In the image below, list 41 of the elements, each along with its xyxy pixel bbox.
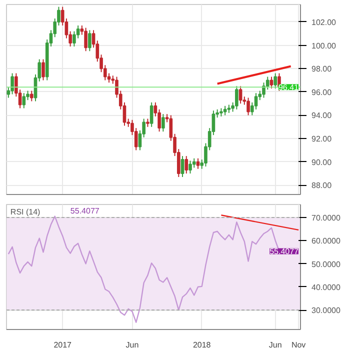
chart-title: RSI (14): [10, 208, 41, 216]
annotation: 55.4077: [270, 247, 300, 256]
y-tick-label: 40.0000: [312, 282, 341, 292]
candlestick: [223, 105, 227, 116]
y-tick-label: 92.00: [312, 134, 332, 144]
x-tick-label: Nov: [291, 340, 306, 350]
y-tick-label: 100.00: [312, 41, 337, 50]
y-tick-label: 90.00: [312, 158, 332, 167]
y-tick-label: 102.00: [312, 18, 337, 27]
chart-subtitle: 55.4077: [70, 206, 100, 216]
y-tick-label: 88.00: [312, 181, 332, 190]
candlestick: [42, 58, 45, 81]
candlestick: [274, 72, 278, 89]
y-tick-label: 96.00: [312, 88, 332, 97]
x-tick-label: Jun: [126, 340, 139, 350]
candlestick: [238, 86, 242, 104]
candlestick: [184, 156, 188, 174]
x-tick-label: 2018: [192, 340, 212, 350]
x-tick-label: Jun: [268, 340, 282, 350]
y-tick-label: 94.00: [312, 111, 332, 120]
candlestick: [180, 156, 184, 178]
x-tick-label: 2017: [54, 340, 72, 350]
candlestick: [150, 102, 154, 128]
y-tick-label: 98.00: [312, 64, 332, 74]
candlestick: [246, 97, 250, 116]
y-tick-label: 70.0000: [312, 213, 341, 222]
candlestick: [30, 90, 34, 102]
candlestick: [188, 160, 192, 174]
candlestick: [254, 92, 258, 110]
candlestick: [84, 27, 88, 52]
candlestick: [88, 30, 92, 52]
candlestick: [196, 158, 200, 170]
candlestick: [162, 114, 165, 132]
y-tick-label: 50.0000: [312, 260, 341, 269]
ref-line-label: 96.41: [278, 83, 300, 92]
candlestick: [10, 72, 14, 95]
candlestick: [235, 86, 238, 110]
y-tick-label: 30.0000: [312, 306, 341, 316]
candlestick: [270, 76, 274, 89]
y-tick-label: 60.0000: [312, 236, 341, 246]
candlestick: [22, 92, 26, 109]
